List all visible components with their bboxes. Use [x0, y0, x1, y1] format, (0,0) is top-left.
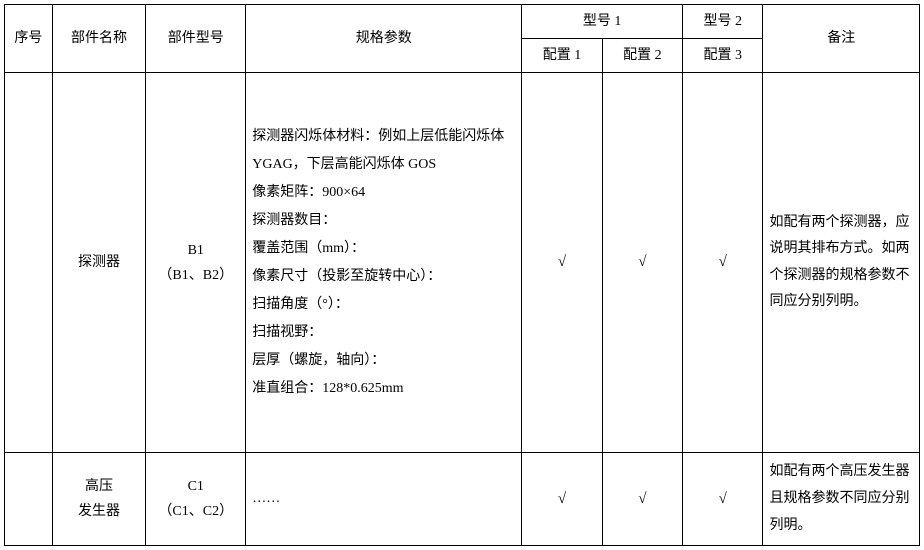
table-row: 高压发生器 C1（C1、C2） …… √ √ √ 如配有两个高压发生器且规格参数…: [5, 453, 920, 546]
cell-cfg3: √: [683, 73, 763, 453]
cell-remark: 如配有两个高压发生器且规格参数不同应分别列明。: [763, 453, 920, 546]
cell-cfg1: √: [522, 453, 602, 546]
header-model: 部件型号: [146, 5, 246, 73]
header-cfg3: 配置 3: [683, 39, 763, 73]
cell-xuhao: [5, 453, 53, 546]
cell-cfg2: √: [602, 453, 682, 546]
table-body: 探测器 B1（B1、B2） 探测器闪烁体材料：例如上层低能闪烁体 YGAG，下层…: [5, 73, 920, 546]
cell-spec: ……: [246, 453, 522, 546]
header-xuhao: 序号: [5, 5, 53, 73]
cell-model: C1（C1、C2）: [146, 453, 246, 546]
cell-name: 探测器: [52, 73, 145, 453]
header-remark: 备注: [763, 5, 920, 73]
header-cfg2: 配置 2: [602, 39, 682, 73]
header-type1: 型号 1: [522, 5, 683, 39]
header-type2: 型号 2: [683, 5, 763, 39]
spec-table: 序号 部件名称 部件型号 规格参数 型号 1 型号 2 备注 配置 1 配置 2…: [4, 4, 920, 546]
cell-name: 高压发生器: [52, 453, 145, 546]
cell-remark: 如配有两个探测器，应说明其排布方式。如两个探测器的规格参数不同应分别列明。: [763, 73, 920, 453]
cell-cfg2: √: [602, 73, 682, 453]
cell-cfg3: √: [683, 453, 763, 546]
table-header-row-1: 序号 部件名称 部件型号 规格参数 型号 1 型号 2 备注: [5, 5, 920, 39]
cell-spec: 探测器闪烁体材料：例如上层低能闪烁体 YGAG，下层高能闪烁体 GOS像素矩阵：…: [246, 73, 522, 453]
header-name: 部件名称: [52, 5, 145, 73]
cell-xuhao: [5, 73, 53, 453]
cell-cfg1: √: [522, 73, 602, 453]
table-row: 探测器 B1（B1、B2） 探测器闪烁体材料：例如上层低能闪烁体 YGAG，下层…: [5, 73, 920, 453]
header-spec: 规格参数: [246, 5, 522, 73]
cell-model: B1（B1、B2）: [146, 73, 246, 453]
header-cfg1: 配置 1: [522, 39, 602, 73]
